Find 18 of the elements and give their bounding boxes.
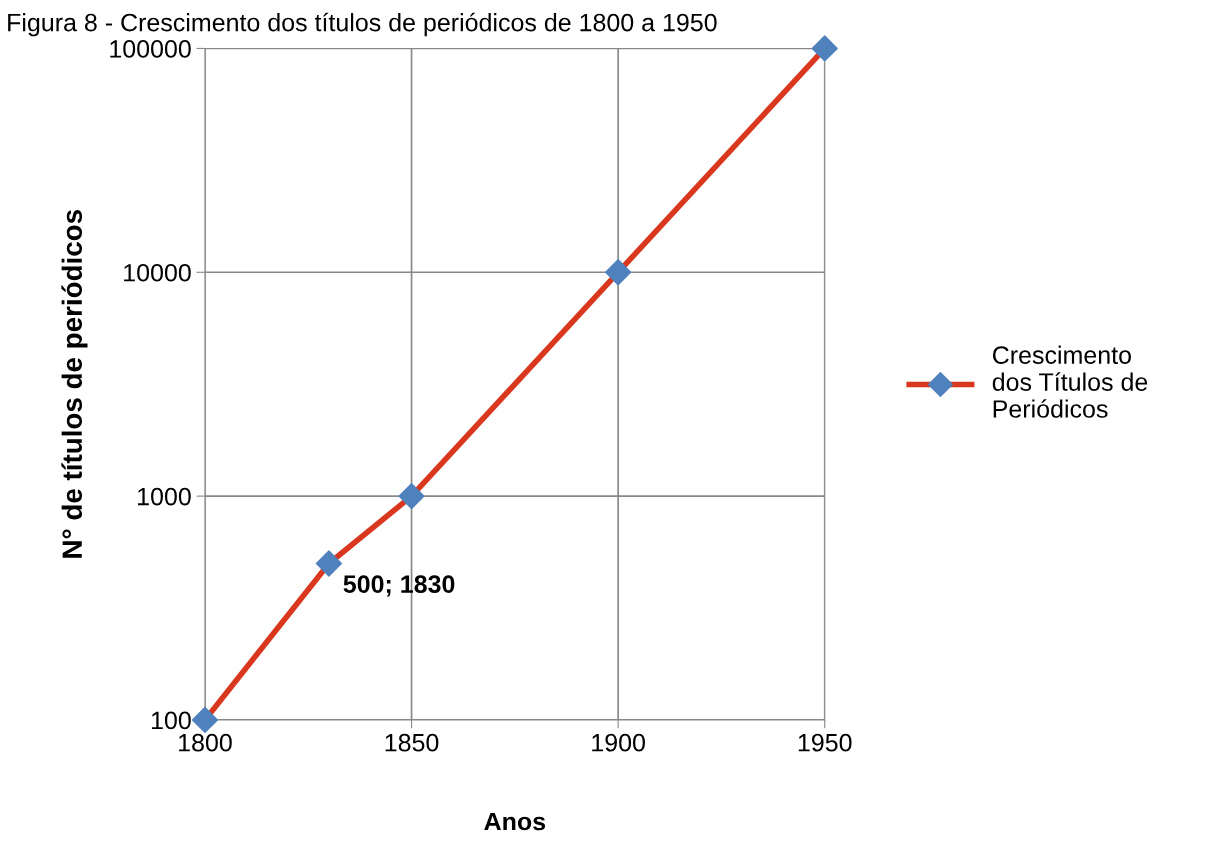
x-tick-label: 1950 (798, 733, 852, 752)
x-tick-label: 1800 (179, 733, 232, 752)
y-axis-title: N° de títulos de periódicos (61, 210, 88, 558)
y-tick-label: 10000 (124, 263, 191, 282)
chart-title: Figura 8 - Crescimento dos títulos de periódicos de 1800 a 1950 (8, 12, 717, 37)
x-tick-label: 1900 (592, 733, 645, 752)
y-tick-label: 100000 (110, 40, 191, 58)
point (811, 35, 838, 62)
y-tick-label: 100 (151, 711, 191, 730)
x-tick-label: 1850 (385, 733, 439, 752)
point (398, 482, 425, 510)
annotation: 500; 1830 (343, 575, 455, 597)
point (315, 550, 343, 577)
legend-label: Crescimento dos Títulos de Periódicos (992, 345, 1148, 418)
y-tick-label: 1000 (138, 487, 191, 506)
x-axis-title: Anos (484, 812, 546, 831)
point (605, 259, 632, 286)
point (191, 706, 219, 734)
